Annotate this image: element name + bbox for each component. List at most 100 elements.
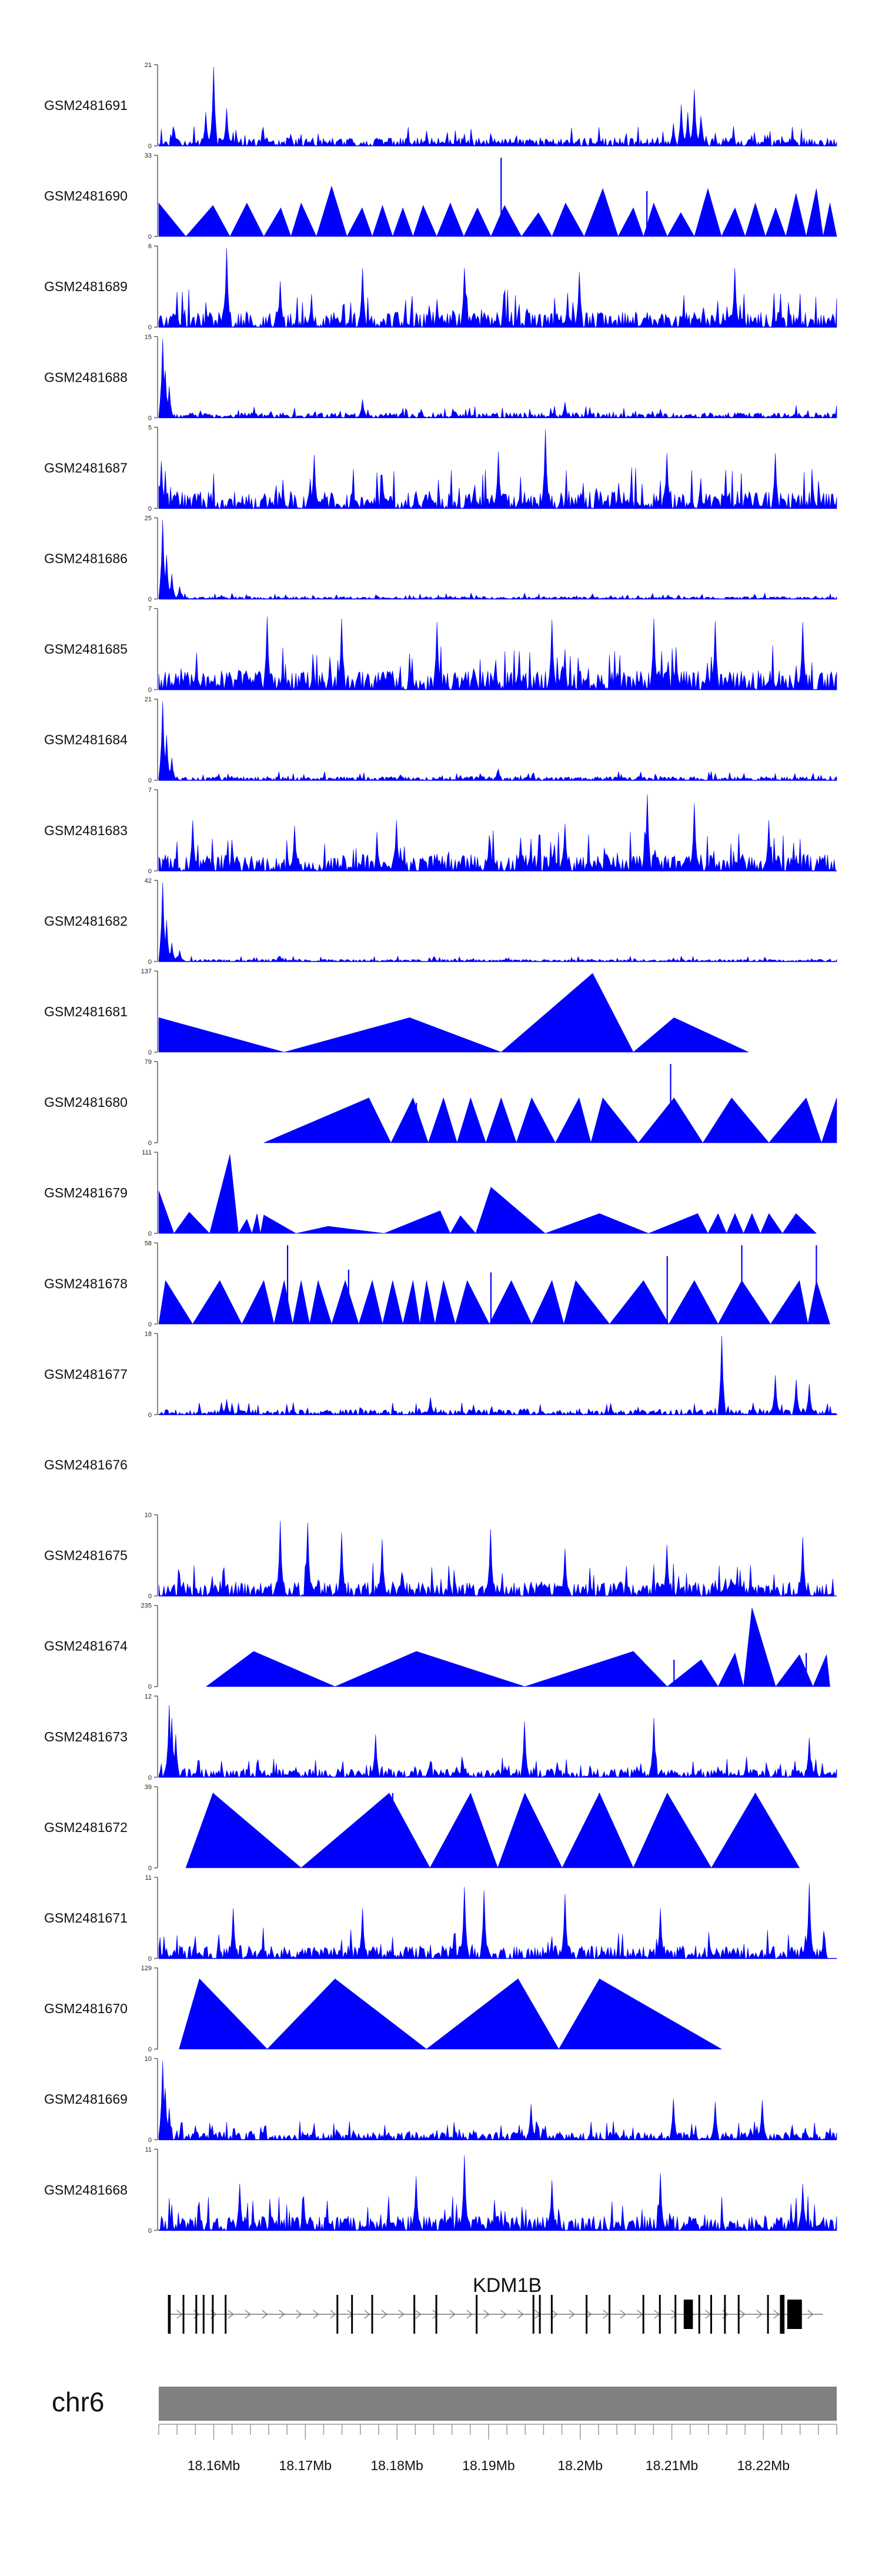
y-axis-zero-label: 0 [148,2227,152,2234]
coverage-area [158,185,837,238]
coverage-area [205,1607,830,1687]
y-axis-max-label: 6 [148,243,152,250]
y-axis-max-label: 39 [145,1784,152,1791]
track-GSM2481685: GSM2481685 7 0 [44,606,837,694]
track-label-GSM2481673: GSM2481673 [44,1729,128,1744]
track-label-GSM2481683: GSM2481683 [44,823,128,838]
strand-arrow [586,2310,592,2319]
y-axis-max-label: 7 [148,606,152,613]
y-axis-zero-label: 0 [148,324,152,331]
y-axis-max-label: 235 [141,1603,152,1610]
coverage-area [158,1883,837,1960]
coverage-area [179,1978,723,2050]
axis-tick-label: 18.18Mb [370,2458,423,2473]
y-axis-max-label: 137 [141,968,152,975]
strand-arrow [330,2310,336,2319]
track-GSM2481689: GSM2481689 6 0 [44,243,837,331]
gene-exon [371,2295,373,2334]
track-GSM2481684: GSM2481684 21 0 [44,696,837,785]
coverage-area [263,1097,837,1144]
coverage-area [185,1793,800,1868]
axis-tick-label: 18.2Mb [557,2458,603,2473]
y-axis-zero-label: 0 [148,868,152,875]
coverage-area [158,616,837,690]
gene-exon [724,2295,726,2334]
y-axis-max-label: 25 [145,515,152,522]
track-GSM2481690: GSM2481690 33 0 [44,152,837,241]
axis-tick-label: 18.22Mb [737,2458,790,2473]
track-GSM2481672: GSM2481672 39 0 [44,1784,800,1872]
coverage-area [158,1280,830,1325]
axis-tick-label: 18.21Mb [646,2458,699,2473]
track-GSM2481670: GSM2481670 129 0 [44,1965,723,2053]
y-axis-zero-label: 0 [148,1865,152,1872]
track-label-GSM2481690: GSM2481690 [44,188,128,203]
coverage-area [158,2155,837,2231]
strand-arrow [483,2310,490,2319]
gene-exon [435,2295,437,2334]
strand-arrow [671,2310,677,2319]
coverage-area [158,520,837,600]
strand-arrow [552,2310,558,2319]
track-GSM2481675: GSM2481675 10 0 [44,1512,837,1600]
track-GSM2481679: GSM2481679 111 0 [44,1149,817,1237]
y-axis-zero-label: 0 [148,1230,152,1237]
y-axis-max-label: 11 [145,1874,152,1881]
y-axis-zero-label: 0 [148,1140,152,1147]
y-axis-zero-label: 0 [148,1774,152,1781]
track-label-GSM2481682: GSM2481682 [44,913,128,929]
y-axis-zero-label: 0 [148,778,152,785]
strand-arrow [637,2310,643,2319]
gene-model-track: KDM1B [168,2274,823,2334]
track-label-GSM2481679: GSM2481679 [44,1185,128,1200]
track-GSM2481691: GSM2481691 21 0 [44,62,837,150]
coverage-area [158,66,837,147]
y-axis-max-label: 111 [142,1149,152,1156]
y-axis-max-label: 21 [145,62,152,69]
strand-arrow [245,2310,251,2319]
y-axis-max-label: 42 [145,877,152,885]
track-GSM2481683: GSM2481683 7 0 [44,787,837,875]
y-axis-max-label: 79 [145,1059,152,1066]
coverage-area [158,882,837,962]
y-axis-zero-label: 0 [148,1049,152,1056]
strand-arrow [739,2310,746,2319]
track-label-GSM2481689: GSM2481689 [44,279,128,294]
track-label-GSM2481672: GSM2481672 [44,1820,128,1835]
gene-exon [683,2300,693,2329]
coverage-area [158,973,749,1053]
track-GSM2481671: GSM2481671 11 0 [44,1874,837,1963]
coverage-area [158,1521,837,1597]
y-axis-zero-label: 0 [148,1321,152,1328]
track-GSM2481680: GSM2481680 79 0 [44,1059,837,1147]
y-axis-max-label: 10 [145,1512,152,1519]
y-axis-max-label: 7 [148,787,152,794]
gene-exon [780,2295,785,2334]
strand-arrow [228,2310,234,2319]
y-axis-zero-label: 0 [148,687,152,694]
gene-exon [195,2295,198,2334]
gene-name-label: KDM1B [473,2274,542,2297]
strand-arrow [603,2310,609,2319]
strand-arrow [756,2310,763,2319]
y-axis-zero-label: 0 [148,959,152,966]
strand-arrow [415,2310,422,2319]
coverage-area [158,429,837,509]
track-label-GSM2481688: GSM2481688 [44,369,128,385]
y-axis-zero-label: 0 [148,596,152,603]
strand-arrow [432,2310,439,2319]
track-GSM2481686: GSM2481686 25 0 [44,515,837,603]
track-label-GSM2481681: GSM2481681 [44,1004,128,1019]
data-tracks: GSM2481691210GSM2481690330GSM248168960GS… [44,62,837,2234]
track-label-GSM2481676: GSM2481676 [44,1457,128,1473]
strand-arrow [398,2310,405,2319]
gene-exon [182,2295,185,2334]
track-GSM2481668: GSM2481668 11 0 [44,2146,837,2234]
y-axis-max-label: 12 [145,1693,152,1700]
coverage-area [158,1704,837,1778]
track-label-GSM2481686: GSM2481686 [44,551,128,566]
gene-exon [586,2295,588,2334]
gene-exon [532,2295,534,2334]
strand-arrow [500,2310,507,2319]
coverage-area [158,1336,837,1416]
